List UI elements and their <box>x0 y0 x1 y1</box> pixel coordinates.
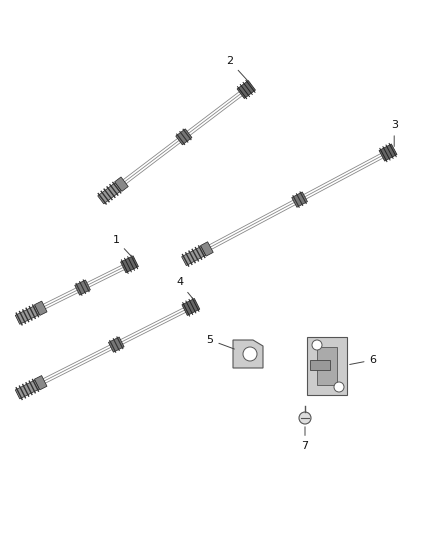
Polygon shape <box>115 177 128 191</box>
Polygon shape <box>120 256 138 273</box>
Circle shape <box>334 382 344 392</box>
Text: 7: 7 <box>301 427 308 451</box>
Text: 5: 5 <box>206 335 234 349</box>
Polygon shape <box>176 129 192 145</box>
Text: 4: 4 <box>176 278 195 302</box>
Polygon shape <box>237 80 255 99</box>
Polygon shape <box>15 305 39 324</box>
Polygon shape <box>15 380 39 399</box>
Polygon shape <box>98 183 121 204</box>
Polygon shape <box>182 246 206 265</box>
Polygon shape <box>35 301 47 316</box>
Text: 6: 6 <box>350 355 377 365</box>
Polygon shape <box>201 242 213 256</box>
Text: 2: 2 <box>226 56 250 83</box>
Circle shape <box>299 412 311 424</box>
Circle shape <box>243 347 257 361</box>
Circle shape <box>312 340 322 350</box>
Polygon shape <box>75 280 90 295</box>
Polygon shape <box>379 144 397 161</box>
Text: 3: 3 <box>391 120 398 147</box>
Polygon shape <box>292 192 307 207</box>
Polygon shape <box>109 337 124 352</box>
Text: 1: 1 <box>113 235 134 259</box>
Polygon shape <box>310 360 330 370</box>
Polygon shape <box>182 298 200 316</box>
Polygon shape <box>307 337 347 395</box>
Polygon shape <box>35 376 47 390</box>
Polygon shape <box>233 340 263 368</box>
Polygon shape <box>317 347 337 385</box>
